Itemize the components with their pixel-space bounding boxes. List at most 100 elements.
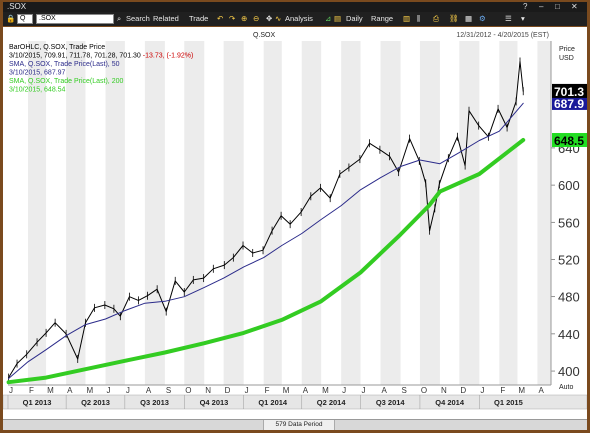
sma200-price-tag [552,133,588,148]
month-label: M [47,386,54,395]
month-label: O [185,386,191,395]
settings-icon[interactable]: ⚙ [479,14,486,23]
maximize-button[interactable]: □ [555,2,560,11]
sma200-price-tag-label: 648.5 [554,134,584,148]
legend-line: 3/10/2015, 709.91, 711.78, 701.28, 701.3… [9,53,193,60]
quarter-label: Q1 2014 [258,398,288,407]
legend-line: SMA, Q.SOX, Trade Price(Last), 200 [9,78,123,85]
symbol-input[interactable]: .SOX [36,14,114,24]
sma50-line [8,102,524,379]
month-label: A [67,386,73,395]
month-label: O [421,386,427,395]
last-price-tag-label: 701.3 [554,85,584,99]
month-band [341,41,361,385]
print-icon[interactable]: ⎙ [433,14,439,23]
month-label: J [480,386,484,395]
chart-area[interactable]: BarOHLC, Q.SOX, Trade Price 3/10/2015, 70… [2,27,588,419]
date-range: 12/31/2012 - 4/20/2015 (EST) [456,32,549,39]
quarter-label: Q3 2014 [376,398,406,407]
search-icon[interactable]: ⌕ [117,14,122,23]
legend-line: 3/10/2015, 687.97 [9,70,66,77]
sma50-price-tag [552,95,588,110]
auto-scale-button[interactable]: Auto [559,384,574,391]
sma200-line [6,138,526,385]
month-label: N [441,386,447,395]
chart-title: Q.SOX [253,32,276,39]
month-band [499,41,518,385]
y-tick-label: 400 [558,364,580,379]
month-label: A [303,386,309,395]
month-label: F [29,386,34,395]
data-period-label: 579 Data Period [263,420,335,430]
month-label: J [106,386,110,395]
zoom-in-icon[interactable]: ⊕ [241,14,248,23]
chart-series [6,57,526,385]
analysis-menu[interactable]: Analysis [285,14,313,23]
redo-icon[interactable]: ↷ [229,14,236,23]
month-label: J [9,386,13,395]
title-bar: .SOX ? – □ ✕ [3,2,587,12]
month-bands [28,41,551,385]
chart-type-icon[interactable]: ⫼ [417,14,421,23]
quarter-label: Q1 2013 [23,398,52,407]
month-band [419,41,440,385]
style-icon[interactable]: ▤ [334,14,342,23]
draw-tool-icon[interactable]: ⊿ [325,14,332,23]
quarter-label: Q4 2013 [200,398,229,407]
related-menu[interactable]: Related [153,14,179,23]
menu-icon[interactable]: ▾ [521,14,525,23]
link-icon[interactable]: ⛓ [449,14,459,23]
crosshair-icon[interactable]: ✥ [266,14,273,23]
month-label: J [126,386,130,395]
zoom-out-icon[interactable]: ⊖ [253,14,260,23]
analysis-icon[interactable]: ∿ [275,14,282,23]
month-label: A [146,386,152,395]
month-label: J [342,386,346,395]
help-button[interactable]: ? [523,2,528,11]
month-label: D [225,386,231,395]
y-tick-label: 520 [558,252,580,267]
search-button[interactable]: Search [126,14,150,23]
month-band [105,41,125,385]
status-bar: 579 Data Period [3,419,587,430]
range-menu[interactable]: Range [371,14,394,23]
quarter-label: Q2 2014 [317,398,347,407]
options-icon[interactable]: ☰ [505,14,512,23]
price-chart[interactable]: BarOHLC, Q.SOX, Trade Price 3/10/2015, 70… [2,27,588,419]
month-label: F [265,386,270,395]
quarter-label: Q2 2013 [81,398,110,407]
month-label: M [518,386,525,395]
month-label: M [322,386,329,395]
legend-line: SMA, Q.SOX, Trade Price(Last), 50 [9,61,120,68]
undo-icon[interactable]: ↶ [217,14,224,23]
window-title: .SOX [7,2,27,11]
month-label: S [166,386,171,395]
month-label: M [283,386,290,395]
quote-type-select[interactable]: Q [17,14,33,24]
interval-menu[interactable]: Daily [346,14,363,23]
legend-line: 3/10/2015, 648.54 [9,87,66,94]
month-label: N [205,386,211,395]
chart-legend: BarOHLC, Q.SOX, Trade Price 3/10/2015, 70… [9,44,193,94]
y-tick-label: 480 [558,290,580,305]
month-band [380,41,401,385]
y-tick-label: 600 [558,178,580,193]
grid-icon[interactable]: ▦ [465,14,473,23]
toolbar: 🔒 Q .SOX ⌕ Search Related Trade ↶ ↷ ⊕ ⊖ … [3,12,587,26]
x-axis: J F M A M J J A S O N D J F M A M J J A S O N D J F M A Q1 2013 Q2 20… [2,41,588,410]
sma50-price-tag-label: 687.9 [554,97,584,111]
price-axis-title: Price [559,46,575,53]
close-button[interactable]: ✕ [571,2,578,11]
month-band [144,41,165,385]
month-band [263,41,282,385]
bar-style-icon[interactable]: ▥ [403,14,411,23]
last-price-tag [552,83,588,98]
month-label: A [382,386,388,395]
minimize-button[interactable]: – [539,2,544,11]
month-band [537,41,551,385]
quarter-label: Q4 2014 [435,398,465,407]
month-label: M [86,386,93,395]
lock-icon[interactable]: 🔒 [6,14,16,23]
trade-menu[interactable]: Trade [189,14,209,23]
month-label: D [460,386,466,395]
